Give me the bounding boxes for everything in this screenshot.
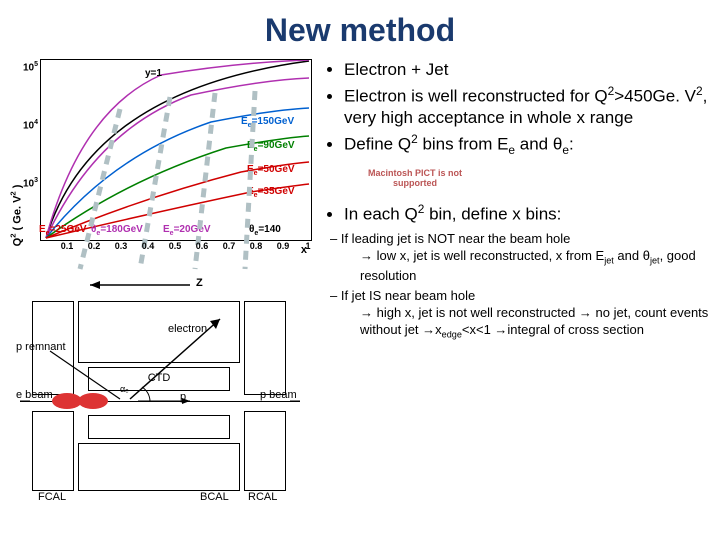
chart-wrapper: Q2 ( Ge. V2 ) y=1 Ee=150GeVEe=90GeVEe=50…: [10, 59, 310, 241]
curve-label: Ee=50GeV: [247, 164, 295, 177]
sub-bullet-1: If leading jet is NOT near the beam hole…: [344, 231, 710, 284]
xtick: 0.1: [61, 241, 74, 255]
left-column: Q2 ( Ge. V2 ) y=1 Ee=150GeV Ee=90GeV Ee=50…: [10, 59, 310, 501]
curve-label: Ee=90GeV: [247, 140, 295, 153]
bottom-chart-label: θe=140: [249, 224, 281, 237]
xtick: 0.9: [277, 241, 290, 255]
sub-bullet-2a: → high x, jet is not well reconstructed …: [344, 305, 710, 341]
missing-image-placeholder: Macintosh PICT is not supported: [360, 164, 470, 194]
xtick: 0.6: [196, 241, 209, 255]
electron-label: electron: [168, 323, 207, 335]
xtick: 1: [305, 241, 310, 255]
ytick: 104: [18, 119, 38, 131]
curve: [46, 78, 309, 238]
chart-ylabel: Q2 ( Ge. V2 ): [9, 185, 24, 247]
xtick: 0.7: [223, 241, 236, 255]
bottom-chart-label: θe=180GeV: [91, 224, 143, 237]
e-beam-label: e beam: [16, 389, 53, 401]
bcal-label: BCAL: [200, 491, 229, 503]
bullet-3: Define Q2 bins from Ee and θe:: [344, 132, 710, 158]
fcal-label: FCAL: [38, 491, 66, 503]
xtick: 0.3: [115, 241, 128, 255]
ytick: 105: [18, 61, 38, 73]
y1-label: y=1: [145, 68, 162, 79]
xtick: 0.4: [142, 241, 155, 255]
ytick: 103: [18, 177, 38, 189]
xtick: 0.2: [88, 241, 101, 255]
curve-label: Ee=35GeV: [247, 186, 295, 199]
alpha-e-label: αₑ: [120, 384, 129, 394]
p-beam-label: p beam: [260, 389, 297, 401]
kinematic-chart: y=1 Ee=150GeV Ee=90GeV Ee=50GeV Ee=35GeV Ee…: [40, 59, 312, 241]
diagram-svg: [20, 271, 310, 501]
right-column: Electron + Jet Electron is well reconstr…: [310, 59, 710, 501]
content-row: Q2 ( Ge. V2 ) y=1 Ee=150GeV Ee=90GeV Ee=50…: [0, 59, 720, 501]
bullet-list-1: Electron + Jet Electron is well reconstr…: [320, 59, 710, 158]
bottom-chart-label: Ee=20GeV: [163, 224, 211, 237]
xtick: 0.5: [169, 241, 182, 255]
rcal-label: RCAL: [248, 491, 277, 503]
sub-bullet-2: If jet IS near beam hole → high x, jet i…: [344, 288, 710, 341]
bullet-list-2: In each Q2 bin, define x bins:: [320, 202, 710, 225]
bullet-4: In each Q2 bin, define x bins:: [344, 202, 710, 225]
z-label: Z: [196, 277, 203, 289]
curve-label: Ee=150GeV: [241, 116, 294, 129]
sub-bullet-list: If leading jet is NOT near the beam hole…: [320, 231, 710, 341]
sub-bullet-1a: → low x, jet is well reconstructed, x fr…: [344, 248, 710, 284]
bullet-2: Electron is well reconstructed for Q2>45…: [344, 84, 710, 128]
bullet-1: Electron + Jet: [344, 59, 710, 80]
detector-diagram: CTD: [20, 271, 310, 501]
p-remnant-label: p remnant: [16, 341, 66, 353]
slide-title: New method: [0, 12, 720, 49]
xtick: 0.8: [250, 241, 263, 255]
p-label: p: [180, 391, 186, 403]
bottom-chart-label: Ee=25GeV: [39, 224, 87, 237]
